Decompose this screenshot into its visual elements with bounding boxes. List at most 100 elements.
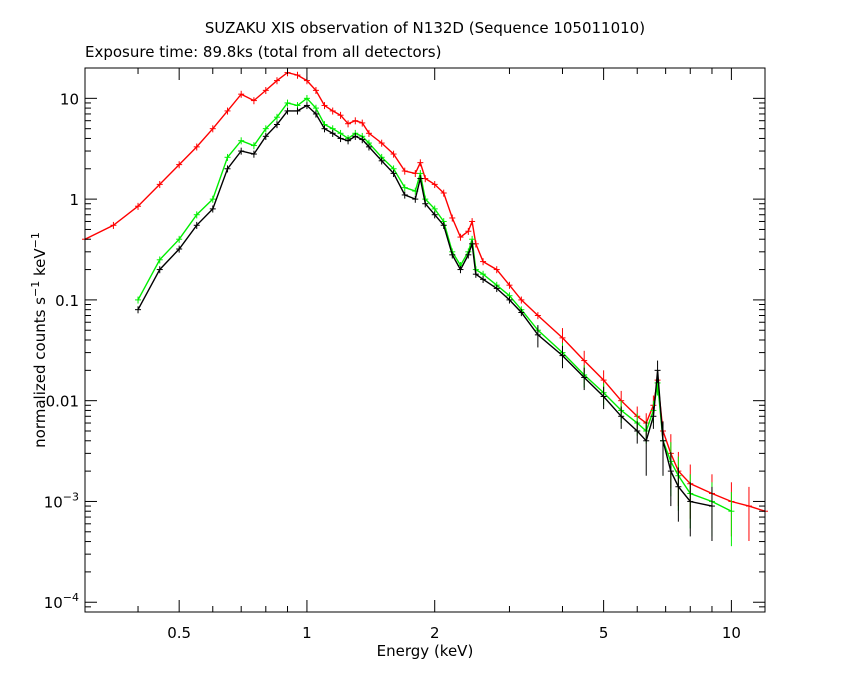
y-label-exp1: −1 [29, 281, 42, 297]
data-point [193, 143, 200, 151]
data-point [262, 125, 269, 133]
y-tick-label: 0.1 [55, 292, 79, 310]
data-point [110, 221, 117, 229]
x-axis: 0.5 1 2 5 10 [84, 68, 741, 642]
data-point [365, 143, 372, 151]
data-point [337, 135, 344, 143]
data-point [401, 191, 408, 199]
data-point [209, 205, 216, 213]
data-point [401, 167, 408, 175]
y-label-part2: keV [31, 248, 49, 281]
data-point [440, 189, 447, 197]
data-point [728, 492, 735, 547]
data-point [390, 170, 397, 178]
data-point [359, 119, 366, 127]
data-point [518, 296, 525, 304]
data-point [193, 221, 200, 229]
data-point [643, 421, 650, 476]
data-point [176, 245, 183, 253]
data-point [294, 71, 301, 79]
data-point [176, 235, 183, 243]
data-point [449, 214, 456, 222]
x-tick-label: 0.5 [167, 624, 191, 642]
data-point [135, 306, 142, 314]
data-point [176, 161, 183, 169]
data-point [284, 107, 291, 115]
data-point [506, 281, 513, 289]
data-point [224, 153, 231, 161]
data-point [273, 113, 280, 121]
plot-frame [84, 67, 766, 613]
data-point [534, 325, 541, 348]
data-point [250, 97, 257, 105]
y-axis-label: normalized counts s−1 keV−1 [29, 232, 49, 448]
data-point [337, 111, 344, 119]
data-point [273, 121, 280, 129]
y-tick-label: 1 [69, 191, 79, 209]
data-point [294, 107, 301, 115]
y-label-exp2: −1 [29, 232, 42, 248]
data-point [250, 142, 257, 150]
data-point [745, 486, 752, 542]
data-point [238, 137, 245, 145]
data-point [359, 136, 366, 144]
data-point [224, 107, 231, 115]
data-point [412, 170, 419, 178]
data-point [262, 132, 269, 140]
data-point [378, 157, 385, 165]
data-point [480, 258, 487, 266]
series-trace [137, 97, 732, 512]
data-point [303, 94, 310, 102]
data-point [135, 296, 142, 304]
data-point [431, 211, 438, 219]
data-point [329, 129, 336, 137]
y-tick-label: 10−3 [44, 490, 79, 511]
data-point [378, 139, 385, 147]
data-point [465, 251, 472, 259]
x-axis-label: Energy (keV) [377, 642, 474, 660]
data-point [493, 285, 500, 293]
y-axis: 10 1 0.1 0.01 10−3 10−4 [44, 67, 765, 613]
data-point [209, 125, 216, 133]
data-point [412, 195, 419, 203]
x-tick-label: 1 [302, 624, 312, 642]
data-point [493, 266, 500, 274]
data-point [156, 266, 163, 274]
data-point [352, 132, 359, 140]
data-point [401, 184, 408, 192]
data-point [457, 233, 464, 241]
data-point [156, 256, 163, 264]
data-point [534, 312, 541, 320]
data-point [480, 275, 487, 283]
data-point [634, 421, 641, 444]
data-point [312, 110, 319, 118]
data-point [238, 147, 245, 155]
series-layer [82, 69, 768, 547]
chart-title: SUZAKU XIS observation of N132D (Sequenc… [204, 19, 646, 37]
data-point [469, 218, 476, 226]
data-point [559, 345, 566, 369]
data-point [321, 125, 328, 133]
data-point [390, 150, 397, 158]
data-point [469, 240, 476, 248]
data-point [667, 451, 674, 507]
data-point [156, 181, 163, 189]
data-point [449, 251, 456, 259]
data-point [345, 137, 352, 145]
data-point [708, 486, 715, 542]
data-point [600, 386, 607, 410]
data-point [262, 86, 269, 95]
data-point [422, 200, 429, 208]
data-point [365, 129, 372, 137]
data-point [284, 99, 291, 107]
data-point [506, 296, 513, 304]
x-tick-label: 5 [599, 624, 609, 642]
y-label-part1: normalized counts s [31, 297, 49, 448]
data-point [417, 175, 424, 183]
data-point [654, 360, 661, 383]
data-point [250, 150, 257, 158]
data-point [352, 117, 359, 125]
data-point [659, 421, 666, 476]
data-point [209, 195, 216, 203]
